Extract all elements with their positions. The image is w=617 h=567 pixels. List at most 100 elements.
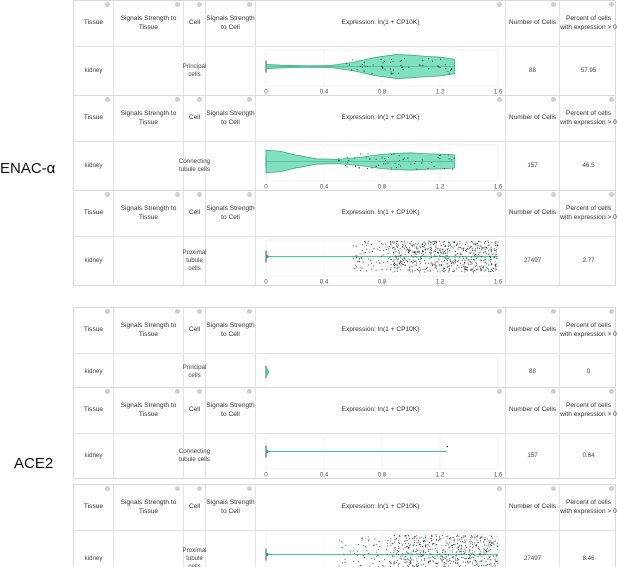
info-icon[interactable]	[105, 97, 110, 102]
data-point	[457, 561, 459, 563]
data-point	[459, 256, 461, 258]
info-icon[interactable]	[105, 389, 110, 394]
info-icon[interactable]	[105, 486, 110, 491]
data-point	[373, 544, 375, 546]
data-point	[369, 251, 371, 253]
data-point	[415, 564, 417, 566]
info-icon[interactable]	[497, 389, 502, 394]
info-icon[interactable]	[497, 309, 502, 314]
signals-tissue-cell	[114, 531, 184, 567]
data-point	[396, 257, 398, 259]
info-icon[interactable]	[609, 486, 614, 491]
info-icon[interactable]	[609, 389, 614, 394]
info-icon[interactable]	[247, 97, 252, 102]
info-icon[interactable]	[105, 192, 110, 197]
info-icon[interactable]	[497, 2, 502, 7]
data-point	[440, 558, 442, 560]
data-point	[364, 65, 366, 67]
data-point	[368, 539, 370, 541]
info-icon[interactable]	[497, 97, 502, 102]
info-icon[interactable]	[609, 309, 614, 314]
data-point	[465, 558, 467, 560]
data-point	[475, 262, 477, 264]
data-point	[395, 538, 397, 540]
info-icon[interactable]	[105, 2, 110, 7]
info-icon[interactable]	[247, 309, 252, 314]
data-point	[367, 242, 369, 244]
data-point	[404, 542, 406, 544]
data-point	[455, 259, 457, 261]
header-col-percent: Percent of cells with expression > 0	[560, 388, 617, 433]
data-point	[396, 268, 398, 270]
info-icon[interactable]	[197, 309, 202, 314]
data-point	[393, 253, 395, 255]
info-icon[interactable]	[551, 2, 556, 7]
data-point	[454, 259, 456, 261]
data-point	[476, 563, 478, 565]
info-icon[interactable]	[175, 2, 180, 7]
data-point	[473, 259, 475, 261]
data-point	[410, 552, 412, 554]
info-icon[interactable]	[105, 309, 110, 314]
data-point	[408, 546, 410, 548]
info-icon[interactable]	[247, 2, 252, 7]
header-col-number: Number of Cells	[506, 191, 560, 236]
data-point	[464, 243, 466, 245]
header-col-tissue-text: Tissue	[83, 503, 104, 511]
data-point	[476, 269, 478, 271]
info-icon[interactable]	[197, 97, 202, 102]
data-point	[420, 253, 422, 255]
info-icon[interactable]	[175, 389, 180, 394]
info-icon[interactable]	[497, 192, 502, 197]
data-point	[383, 163, 385, 165]
data-point	[484, 544, 486, 546]
data-point	[467, 245, 469, 247]
data-point	[436, 543, 438, 545]
data-point	[416, 262, 418, 264]
info-icon[interactable]	[609, 192, 614, 197]
info-icon[interactable]	[175, 486, 180, 491]
data-point	[381, 65, 383, 68]
data-point	[367, 264, 369, 266]
info-icon[interactable]	[551, 97, 556, 102]
data-point	[458, 266, 460, 268]
data-point	[479, 246, 481, 248]
info-icon[interactable]	[247, 192, 252, 197]
data-point	[416, 268, 418, 270]
data-point	[398, 541, 400, 543]
data-point	[395, 250, 397, 252]
data-point	[412, 565, 414, 567]
data-point	[396, 242, 398, 244]
data-point	[389, 256, 391, 258]
info-icon[interactable]	[247, 486, 252, 491]
info-icon[interactable]	[551, 486, 556, 491]
data-point	[428, 263, 430, 265]
info-icon[interactable]	[197, 192, 202, 197]
data-point	[441, 249, 443, 251]
info-icon[interactable]	[551, 389, 556, 394]
data-point	[411, 271, 413, 273]
data-point	[386, 549, 388, 551]
info-icon[interactable]	[197, 486, 202, 491]
data-point	[398, 250, 400, 252]
info-icon[interactable]	[551, 309, 556, 314]
data-point	[470, 270, 472, 272]
info-icon[interactable]	[175, 97, 180, 102]
info-icon[interactable]	[609, 97, 614, 102]
data-point	[456, 547, 458, 549]
info-icon[interactable]	[609, 2, 614, 7]
data-point	[490, 261, 492, 263]
info-icon[interactable]	[197, 2, 202, 7]
info-icon[interactable]	[175, 309, 180, 314]
data-point	[408, 535, 410, 537]
info-icon[interactable]	[551, 192, 556, 197]
data-point	[489, 256, 491, 258]
info-icon[interactable]	[247, 389, 252, 394]
data-point	[416, 549, 418, 551]
info-icon[interactable]	[197, 389, 202, 394]
data-point	[415, 251, 417, 253]
info-icon[interactable]	[497, 486, 502, 491]
info-icon[interactable]	[175, 192, 180, 197]
data-point	[337, 159, 340, 161]
data-point	[393, 249, 395, 251]
